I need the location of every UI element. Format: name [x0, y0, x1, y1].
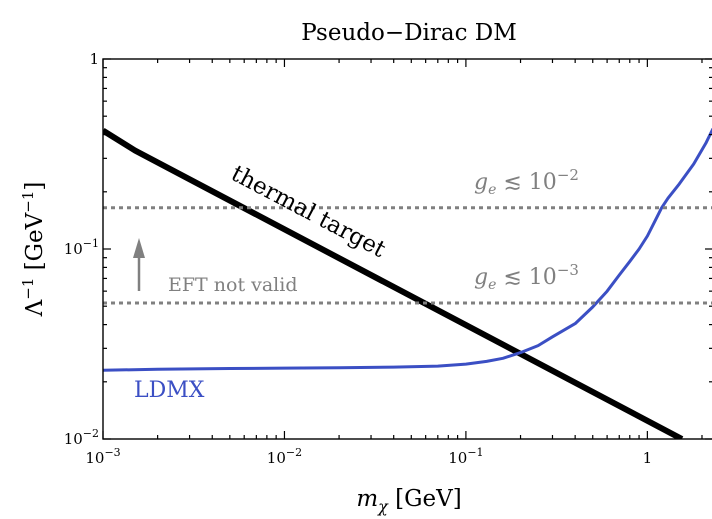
y-tick-label: 10−1 [64, 237, 99, 258]
x-tick-label: 10−2 [267, 446, 302, 467]
x-tick-label: 1 [643, 449, 653, 467]
label-ge-2: ge ≲ 10−2 [474, 166, 579, 198]
series-line-ldmx [103, 127, 712, 372]
x-axis-label: mχ [GeV] [356, 486, 461, 516]
label-ge-3: ge ≲ 10−3 [474, 261, 579, 293]
y-tick-label: 1 [89, 50, 99, 68]
arrow-up-head [133, 238, 145, 258]
y-tick-label: 10−2 [64, 427, 99, 448]
y-axis-label: Λ−1 [GeV−1] [19, 182, 48, 318]
series-line-thermal-target [103, 128, 684, 439]
chart-title: Pseudo−Dirac DM [301, 20, 517, 46]
x-tick-label: 10−3 [85, 446, 120, 467]
label-ldmx: LDMX [134, 378, 205, 403]
x-tick-label: 10−1 [448, 446, 483, 467]
label-eft: EFT not valid [168, 274, 298, 296]
